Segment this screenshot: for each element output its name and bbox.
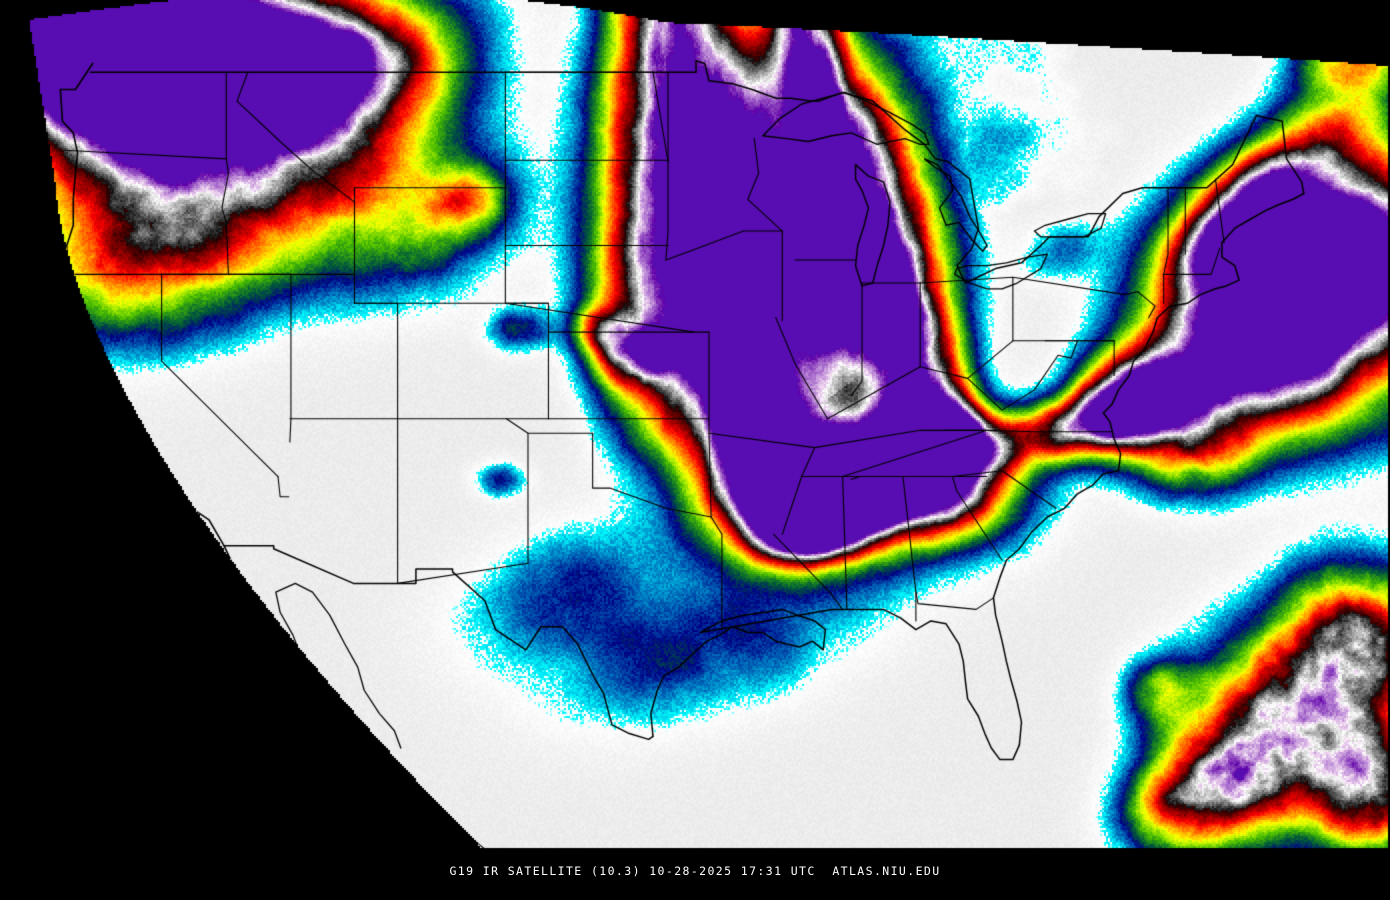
image-caption: G19 IR SATELLITE (10.3) 10-28-2025 17:31… [449, 864, 941, 878]
satellite-image-viewport[interactable] [0, 0, 1390, 852]
ir-satellite-image[interactable] [0, 0, 1390, 852]
caption-strip: G19 IR SATELLITE (10.3) 10-28-2025 17:31… [0, 852, 1390, 900]
